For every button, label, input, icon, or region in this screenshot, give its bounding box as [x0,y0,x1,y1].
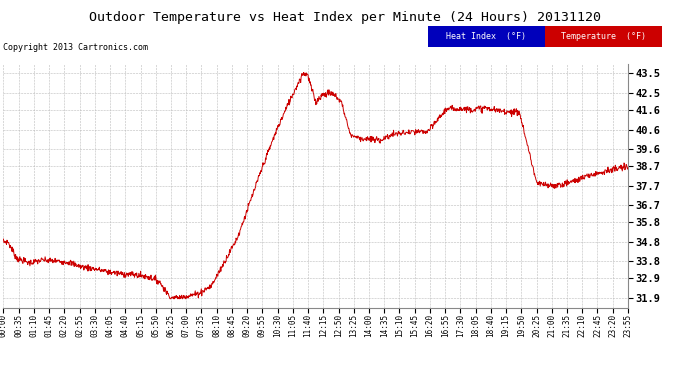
Text: Temperature  (°F): Temperature (°F) [561,32,647,41]
Text: Outdoor Temperature vs Heat Index per Minute (24 Hours) 20131120: Outdoor Temperature vs Heat Index per Mi… [89,11,601,24]
Text: Heat Index  (°F): Heat Index (°F) [446,32,526,41]
Text: Copyright 2013 Cartronics.com: Copyright 2013 Cartronics.com [3,43,148,52]
